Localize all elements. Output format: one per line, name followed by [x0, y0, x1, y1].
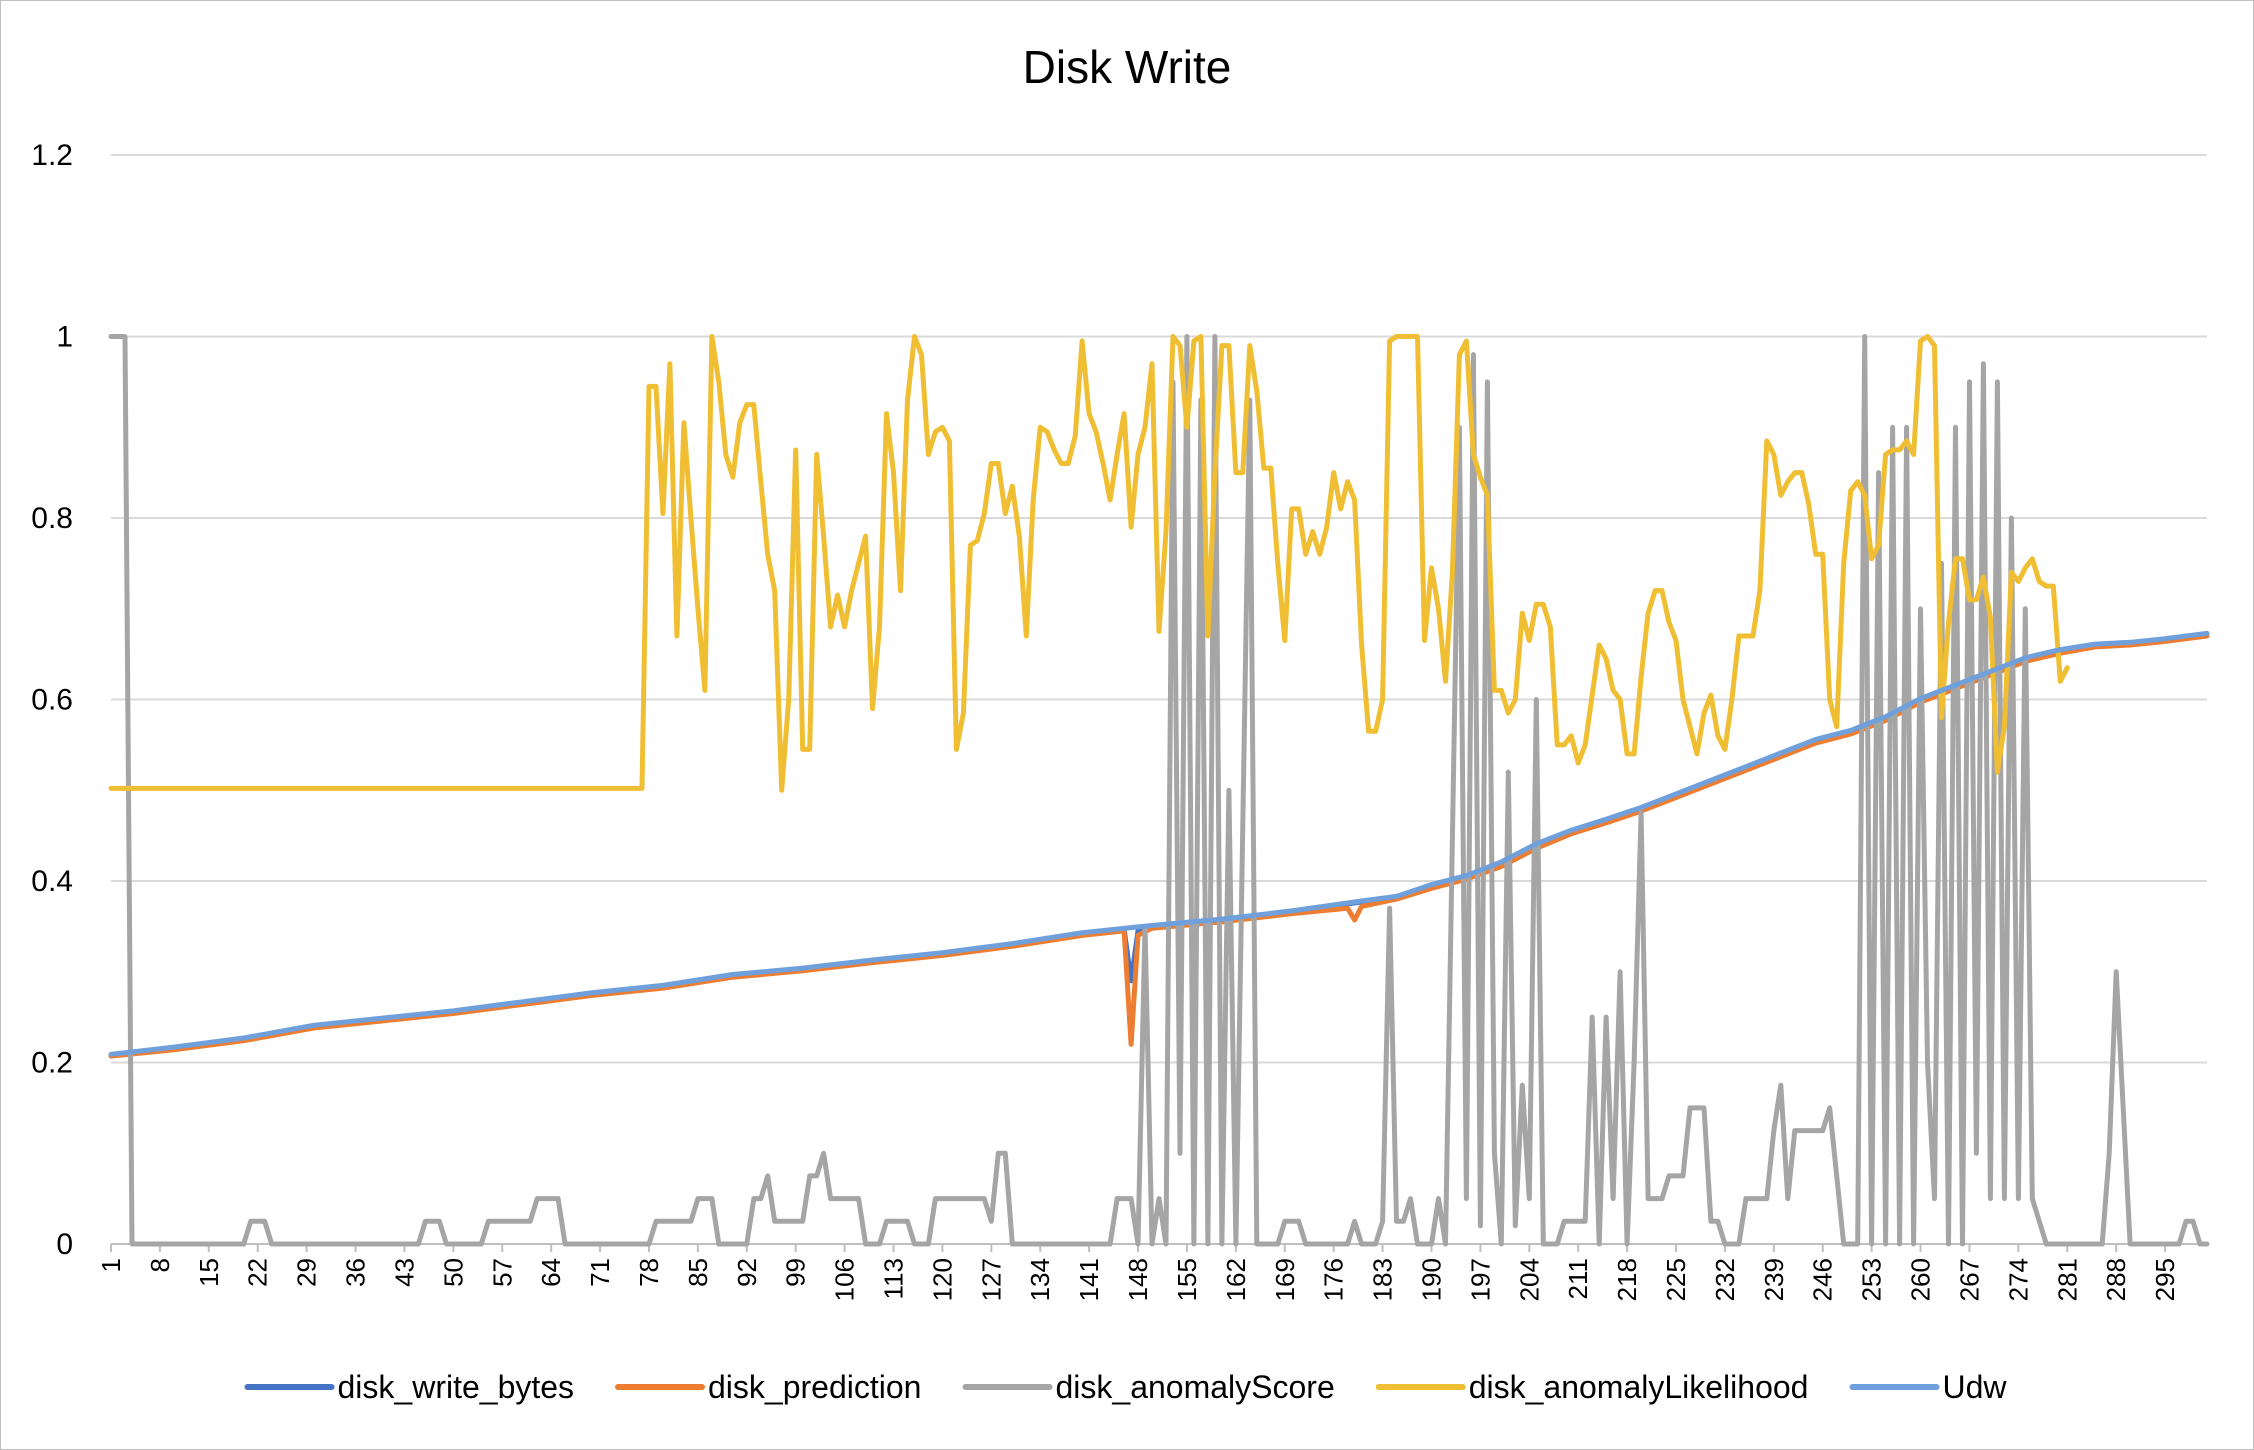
x-tick-label: 29 — [292, 1258, 322, 1287]
x-tick-label: 176 — [1319, 1258, 1349, 1301]
x-tick-label: 127 — [976, 1258, 1006, 1301]
x-tick-label: 155 — [1172, 1258, 1202, 1301]
x-tick-label: 218 — [1612, 1258, 1642, 1301]
x-tick-label: 113 — [879, 1258, 909, 1299]
chart-title: Disk Write — [1023, 41, 1232, 93]
series-line-disk-anomalylikelihood — [108, 334, 2070, 793]
legend-label: disk_write_bytes — [338, 1369, 575, 1405]
y-tick-label: 1.2 — [31, 139, 73, 172]
x-tick-label: 295 — [2150, 1258, 2180, 1301]
x-tick-label: 120 — [927, 1258, 957, 1301]
gridlines — [111, 154, 2207, 1245]
legend-item: disk_prediction — [615, 1369, 921, 1405]
series-line-disk-anomalyscore — [108, 334, 2210, 1247]
x-tick-label: 197 — [1465, 1258, 1495, 1301]
x-tick-label: 50 — [438, 1258, 468, 1287]
y-tick-label: 0 — [56, 1228, 73, 1261]
x-tick-label: 15 — [194, 1258, 224, 1287]
x-tick-label: 162 — [1221, 1258, 1251, 1301]
x-tick-label: 78 — [634, 1258, 664, 1287]
x-tick-label: 92 — [732, 1258, 762, 1287]
x-tick-label: 22 — [243, 1258, 273, 1287]
x-tick-label: 274 — [2003, 1258, 2033, 1301]
x-tick-label: 190 — [1416, 1258, 1446, 1301]
legend-label: Udw — [1943, 1369, 2008, 1405]
y-tick-label: 0.6 — [31, 684, 73, 717]
x-tick-label: 225 — [1661, 1258, 1691, 1301]
y-tick-label: 0.2 — [31, 1047, 73, 1080]
series-line-disk-prediction — [108, 633, 2210, 1059]
legend: disk_write_bytes disk_prediction disk_anom… — [244, 1369, 2008, 1405]
x-tick-label: 106 — [830, 1258, 860, 1301]
x-tick-label: 85 — [683, 1258, 713, 1287]
y-tick-label: 1 — [56, 321, 73, 354]
x-tick-label: 232 — [1710, 1258, 1740, 1301]
x-tick-label: 57 — [487, 1258, 517, 1287]
legend-item: disk_anomalyScore — [962, 1369, 1335, 1405]
x-tick-label: 239 — [1759, 1258, 1789, 1301]
series-line-udw — [108, 630, 2210, 1057]
x-tick-label: 246 — [1808, 1258, 1838, 1301]
x-tick-label: 8 — [145, 1258, 175, 1272]
legend-item: Udw — [1849, 1369, 2008, 1405]
x-tick-label: 43 — [389, 1258, 419, 1287]
legend-label: disk_prediction — [708, 1369, 921, 1405]
x-tick-label: 211 — [1563, 1258, 1593, 1299]
y-tick-label: 0.8 — [31, 502, 73, 535]
x-tick-label: 169 — [1270, 1258, 1300, 1301]
x-tick-label: 71 — [585, 1258, 615, 1287]
y-tick-label: 0.4 — [31, 865, 73, 898]
x-tick-label: 183 — [1368, 1258, 1398, 1301]
x-tick-label: 260 — [1906, 1258, 1936, 1301]
legend-label: disk_anomalyScore — [1056, 1369, 1335, 1405]
x-tick-label: 148 — [1123, 1258, 1153, 1301]
x-tick-label: 204 — [1514, 1258, 1544, 1301]
x-tick-label: 64 — [536, 1258, 566, 1287]
series-lines — [108, 334, 2210, 1247]
x-tick-label: 281 — [2052, 1258, 2082, 1301]
legend-item: disk_anomalyLikelihood — [1375, 1369, 1809, 1405]
x-tick-label: 267 — [1954, 1258, 1984, 1301]
x-tick-label: 288 — [2101, 1258, 2131, 1301]
x-tick-label: 36 — [341, 1258, 371, 1287]
x-tick-label: 253 — [1857, 1258, 1887, 1301]
legend-label: disk_anomalyLikelihood — [1469, 1369, 1809, 1405]
x-tick-label: 141 — [1074, 1258, 1104, 1301]
legend-item: disk_write_bytes — [244, 1369, 575, 1405]
y-axis-tick-labels: 0 0.2 0.4 0.6 0.8 1 1.2 — [31, 139, 73, 1261]
x-tick-label: 1 — [96, 1258, 126, 1272]
x-tick-label: 134 — [1025, 1258, 1055, 1301]
x-axis-tick-labels: 1 8 15 22 29 36 43 50 57 64 71 78 85 92 99 106 113 120 127… — [96, 1244, 2180, 1301]
x-tick-label: 99 — [781, 1258, 811, 1287]
